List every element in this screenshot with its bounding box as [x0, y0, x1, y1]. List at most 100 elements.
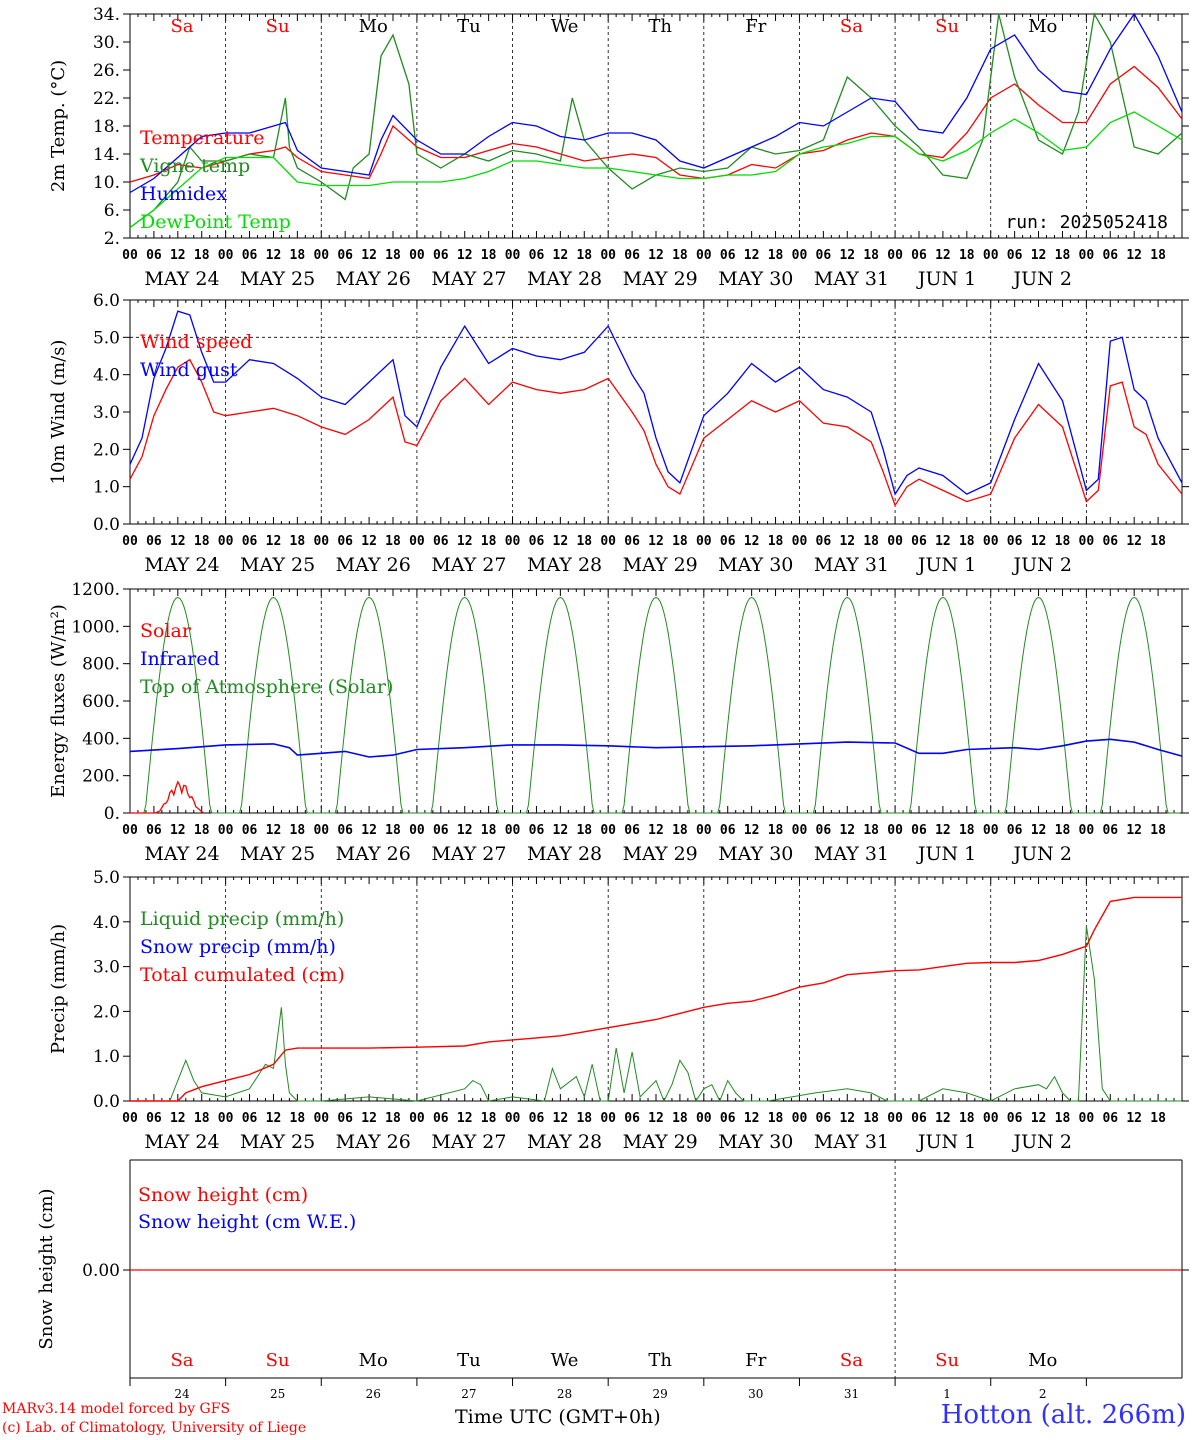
hour-tick-label: 00	[983, 823, 999, 838]
hour-tick-label: 06	[1102, 823, 1118, 838]
y-tick-label: 3.0	[93, 403, 120, 423]
hour-tick-label: 00	[1079, 1111, 1095, 1126]
hour-tick-label: 00	[409, 534, 425, 549]
hour-axis: 00 06 12 18 00 06 12 18 00 06 12 18 00 06 12 18 00 06 12 18…	[122, 248, 1166, 290]
hour-tick-label: 18	[385, 823, 401, 838]
date-label: JUN 2	[1012, 554, 1072, 576]
y-tick-label: 2.	[104, 229, 120, 249]
hour-tick-label: 00	[218, 534, 234, 549]
hour-tick-label: 18	[576, 1111, 592, 1126]
y-tick-label: 400.	[82, 729, 120, 749]
hour-tick-label: 00	[600, 534, 616, 549]
date-label: MAY 24	[144, 268, 219, 290]
y-axis-title: Snow height (cm)	[36, 1188, 57, 1349]
hour-tick-label: 06	[242, 823, 258, 838]
hour-tick-label: 12	[1126, 823, 1142, 838]
hour-tick-label: 00	[887, 534, 903, 549]
hour-tick-label: 00	[409, 248, 425, 263]
legend-item: Snow height (cm W.E.)	[138, 1211, 356, 1233]
hour-tick-label: 06	[337, 823, 353, 838]
legend-item: Snow height (cm)	[138, 1184, 308, 1206]
hour-tick-label: 18	[481, 534, 497, 549]
hour-tick-label: 12	[935, 823, 951, 838]
hour-tick-label: 00	[983, 534, 999, 549]
hour-tick-label: 06	[433, 823, 449, 838]
weekday-label: We	[551, 1350, 579, 1371]
hour-tick-label: 18	[1150, 248, 1166, 263]
date-label: JUN 2	[1012, 268, 1072, 290]
hour-tick-label: 00	[505, 248, 521, 263]
hour-tick-label: 18	[768, 1111, 784, 1126]
hour-tick-label: 00	[887, 823, 903, 838]
date-label: MAY 28	[527, 1131, 602, 1153]
hour-tick-label: 12	[744, 248, 760, 263]
hour-tick-label: 00	[218, 248, 234, 263]
hour-tick-label: 12	[1126, 1111, 1142, 1126]
day-number-label: 28	[557, 1387, 572, 1401]
hour-tick-label: 18	[672, 823, 688, 838]
y-tick-label: 4.0	[93, 366, 120, 386]
weekday-label: Fr	[745, 1350, 766, 1371]
hour-tick-label: 12	[553, 1111, 569, 1126]
hour-tick-label: 06	[816, 248, 832, 263]
y-tick-label: 0.0	[93, 1092, 120, 1112]
weekday-label: Mo	[359, 16, 388, 37]
legend-item: Temperature	[140, 127, 264, 149]
y-tick-label: 1200.	[71, 580, 120, 600]
series-total-cumulated	[130, 896, 1182, 1102]
hour-tick-label: 06	[529, 534, 545, 549]
hour-tick-label: 00	[505, 534, 521, 549]
hour-tick-label: 18	[290, 248, 306, 263]
date-label: MAY 30	[718, 268, 793, 290]
y-tick-label: 18.	[93, 117, 120, 137]
hour-tick-label: 12	[839, 534, 855, 549]
hour-tick-label: 00	[505, 1111, 521, 1126]
legend-item: Humidex	[140, 183, 227, 205]
hour-tick-label: 18	[290, 1111, 306, 1126]
hour-tick-label: 12	[266, 1111, 282, 1126]
date-label: MAY 29	[623, 268, 698, 290]
hour-tick-label: 18	[863, 823, 879, 838]
hour-tick-label: 12	[457, 823, 473, 838]
date-label: MAY 24	[144, 1131, 219, 1153]
legend-item: Wind speed	[140, 331, 252, 353]
hour-tick-label: 06	[433, 248, 449, 263]
date-label: MAY 30	[718, 1131, 793, 1153]
hour-tick-label: 12	[553, 248, 569, 263]
hour-tick-label: 18	[768, 248, 784, 263]
hour-tick-label: 06	[242, 1111, 258, 1126]
y-tick-label: 2.0	[93, 440, 120, 460]
hour-axis: 00 06 12 18 00 06 12 18 00 06 12 18 00 06 12 18 00 06 12 18…	[122, 534, 1166, 576]
hour-tick-label: 06	[1102, 534, 1118, 549]
hour-tick-label: 00	[122, 534, 138, 549]
hour-tick-label: 18	[1150, 534, 1166, 549]
date-label: MAY 28	[527, 268, 602, 290]
hour-tick-label: 12	[1031, 248, 1047, 263]
weekday-label: Fr	[745, 16, 766, 37]
y-tick-label: 14.	[93, 145, 120, 165]
hour-tick-label: 18	[863, 248, 879, 263]
hour-tick-label: 12	[935, 248, 951, 263]
y-tick-label: 6.	[104, 201, 120, 221]
y-tick-label: 1.0	[93, 1047, 120, 1067]
y-tick-label: 22.	[93, 89, 120, 109]
date-label: MAY 31	[814, 843, 889, 865]
hour-tick-label: 00	[792, 823, 808, 838]
y-axis: 0.0 1.0 2.0 3.0 4.0 5.0 6.0	[93, 291, 1189, 535]
date-label: JUN 2	[1012, 1131, 1072, 1153]
date-label: MAY 26	[336, 843, 411, 865]
hour-tick-label: 18	[1055, 248, 1071, 263]
hour-tick-label: 18	[385, 248, 401, 263]
day-number-label: 29	[653, 1387, 668, 1401]
date-label: JUN 1	[916, 843, 976, 865]
hour-tick-label: 12	[361, 823, 377, 838]
hour-tick-label: 06	[1007, 534, 1023, 549]
hour-tick-label: 06	[242, 534, 258, 549]
weekday-label: Su	[266, 16, 290, 37]
y-tick-label: 2.0	[93, 1002, 120, 1022]
hour-tick-label: 18	[290, 534, 306, 549]
y-tick-label: 1000.	[71, 617, 120, 637]
legend-item: Vigne temp	[139, 155, 250, 177]
hour-tick-label: 06	[337, 534, 353, 549]
hour-tick-label: 00	[792, 248, 808, 263]
